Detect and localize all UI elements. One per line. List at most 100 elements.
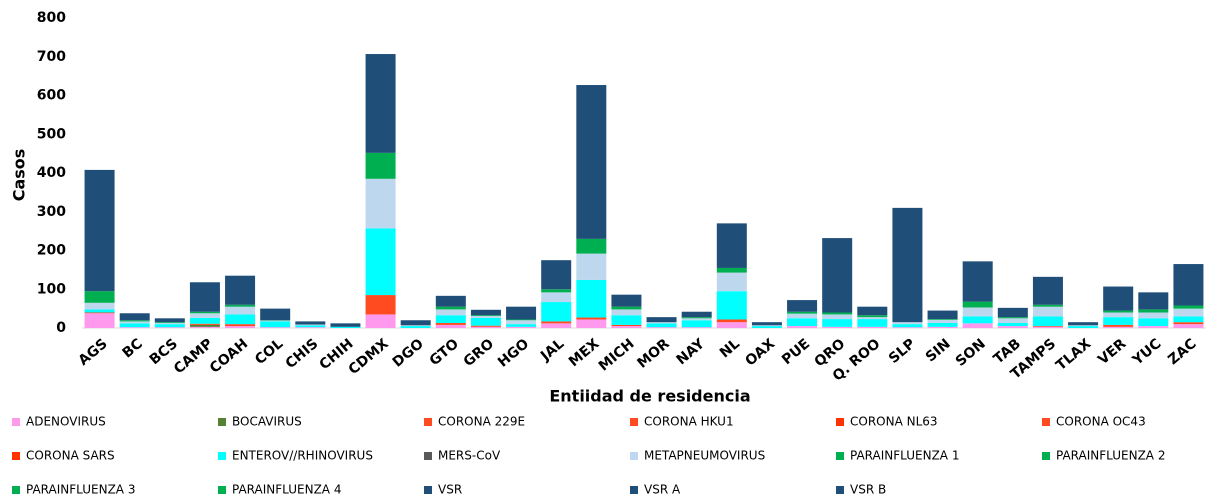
bar-segment — [1103, 312, 1134, 318]
bar-segment — [365, 314, 396, 328]
x-tick-label: SON — [953, 336, 989, 370]
x-tick-label: VER — [1095, 336, 1129, 368]
bar-segment — [822, 314, 853, 320]
bar-segment — [154, 324, 185, 328]
bar-segment — [225, 326, 256, 328]
bar-segment — [751, 325, 782, 327]
bar-segment — [646, 323, 677, 328]
legend-swatch — [12, 418, 20, 426]
bar-segment — [927, 310, 958, 320]
legend-label: PARAINFLUENZA 4 — [232, 483, 341, 497]
bar-segment — [681, 317, 712, 319]
bar-segment — [295, 325, 326, 328]
bar-segment — [400, 325, 431, 327]
bar-segment — [787, 311, 818, 314]
x-axis-label: Entiidad de residencia — [549, 387, 750, 406]
bar-segment — [541, 289, 572, 293]
bar-segment — [1138, 312, 1169, 319]
bar-segment — [435, 315, 466, 323]
x-tick-label: MICH — [596, 336, 638, 375]
bar-segment — [611, 315, 642, 325]
bar-segment — [611, 324, 642, 327]
bar-segment — [1103, 317, 1134, 325]
bar-segment — [400, 320, 431, 326]
bar-segment — [225, 324, 256, 327]
bar-segment — [611, 306, 642, 310]
bar-segment — [1068, 326, 1099, 328]
y-tick-label: 800 — [37, 10, 66, 26]
bar-segment — [857, 326, 888, 328]
bar-segment — [365, 178, 396, 229]
bar-segment — [1138, 318, 1169, 327]
bar-segment — [541, 321, 572, 324]
bar-segment — [1103, 326, 1134, 328]
bar-segment — [927, 319, 958, 320]
bar-segment — [646, 327, 677, 328]
bar-segment — [576, 319, 607, 328]
bar-segment — [1173, 308, 1204, 317]
x-tick-label: TLAX — [1053, 336, 1094, 374]
x-tick-label: CHIS — [283, 336, 322, 372]
bar-segment — [1173, 264, 1204, 306]
bar-segment — [119, 323, 150, 328]
bar-segment — [681, 320, 712, 328]
bar-segment — [470, 325, 501, 327]
bar-segment — [681, 327, 712, 328]
bar-segment — [822, 326, 853, 328]
legend-label: MERS-CoV — [438, 449, 501, 463]
bar-segment — [154, 327, 185, 328]
bar-segment — [997, 326, 1028, 328]
y-tick-label: 200 — [37, 243, 66, 259]
bar-segment — [1068, 322, 1099, 326]
bar-segment — [154, 322, 185, 323]
bar-segment — [189, 323, 220, 325]
y-tick-label: 100 — [37, 281, 66, 297]
legend-label: ENTEROV//RHINOVIRUS — [232, 449, 373, 463]
y-axis-label: Casos — [10, 149, 29, 202]
bar-segment — [225, 314, 256, 325]
bar-segment — [330, 326, 361, 328]
bar-segment — [611, 294, 642, 307]
bar-segment — [1103, 310, 1134, 313]
y-tick-label: 400 — [37, 165, 66, 181]
legend-swatch — [1042, 452, 1050, 460]
bar-segment — [716, 267, 747, 273]
bar-segment — [84, 302, 115, 310]
x-tick-label: PUE — [779, 336, 813, 368]
bar-segment — [751, 326, 782, 328]
legend-swatch — [218, 486, 226, 494]
legend-swatch — [836, 452, 844, 460]
bar-segment — [962, 261, 993, 302]
bar-segment — [400, 326, 431, 328]
legend-label: PARAINFLUENZA 2 — [1056, 449, 1165, 463]
bar-segment — [154, 318, 185, 323]
bar-segment — [927, 326, 958, 328]
legend-swatch — [12, 486, 20, 494]
bar-segment — [506, 324, 537, 327]
bar-segment — [225, 275, 256, 305]
bar-segment — [716, 272, 747, 292]
bar-segment — [84, 313, 115, 328]
legend-label: VSR A — [644, 483, 681, 497]
bar-segment — [927, 322, 958, 327]
bar-segment — [822, 312, 853, 315]
x-tick-label: YUC — [1129, 336, 1164, 369]
bar-segment — [435, 306, 466, 310]
bar-segment — [857, 306, 888, 316]
bar-segment — [470, 315, 501, 316]
bar-segment — [1032, 326, 1063, 328]
bar-segment — [1173, 305, 1204, 309]
y-tick-label: 500 — [37, 126, 66, 142]
bar-segment — [857, 317, 888, 320]
legend-swatch — [836, 486, 844, 494]
bar-segment — [470, 317, 501, 326]
bar-segment — [716, 291, 747, 320]
bar-segment — [295, 324, 326, 326]
bar-segment — [119, 313, 150, 321]
bar-segment — [435, 309, 466, 316]
bar-segment — [576, 279, 607, 318]
x-tick-label: CAMP — [171, 336, 216, 377]
bar-segment — [1138, 309, 1169, 313]
bar-segment — [506, 326, 537, 328]
